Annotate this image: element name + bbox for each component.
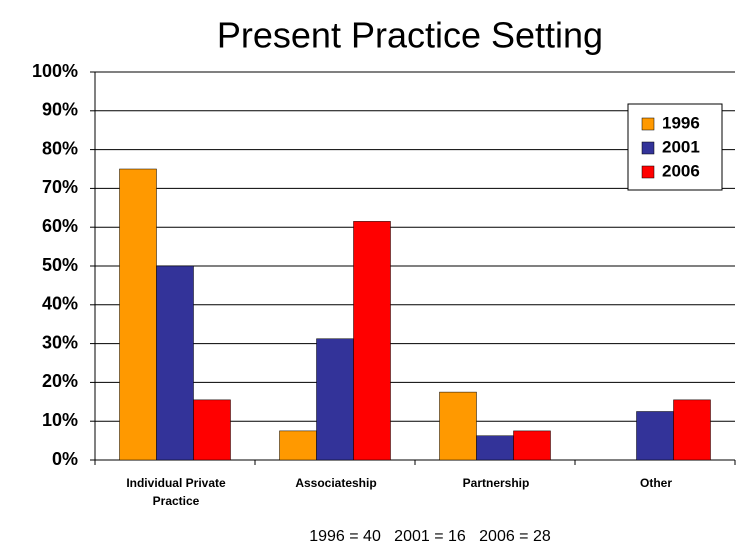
- chart-title: Present Practice Setting: [217, 15, 603, 56]
- legend-swatch: [641, 141, 655, 155]
- bar: [636, 411, 674, 461]
- y-tick-label: 100%: [32, 61, 78, 81]
- bar: [316, 338, 354, 461]
- bar: [353, 221, 391, 461]
- y-tick-label: 20%: [42, 371, 78, 391]
- bar: [476, 435, 514, 461]
- bar: [193, 399, 231, 461]
- bar: [119, 168, 157, 461]
- y-tick-label: 30%: [42, 332, 78, 352]
- y-tick-label: 50%: [42, 255, 78, 275]
- y-tick-label: 60%: [42, 216, 78, 236]
- legend-label: 2001: [662, 137, 700, 156]
- bar: [513, 430, 551, 461]
- legend-swatch: [641, 165, 655, 179]
- bar: [279, 430, 317, 461]
- y-tick-label: 0%: [52, 449, 78, 469]
- y-tick-label: 90%: [42, 100, 78, 120]
- x-tick-label: Individual Private Practice: [126, 476, 226, 508]
- y-tick-label: 80%: [42, 138, 78, 158]
- y-tick-label: 10%: [42, 410, 78, 430]
- bar: [673, 399, 711, 461]
- legend-swatch: [641, 117, 655, 131]
- legend-label: 2006: [662, 161, 700, 180]
- x-tick-label: Other: [639, 476, 672, 490]
- legend-label: 1996: [662, 113, 700, 132]
- y-tick-label: 70%: [42, 177, 78, 197]
- bar: [439, 391, 477, 461]
- bar: [156, 265, 194, 461]
- x-tick-label: Associateship: [295, 476, 377, 490]
- sample-size-note: 1996 = 40 2001 = 16 2006 = 28: [309, 528, 551, 545]
- x-tick-label: Partnership: [462, 476, 530, 490]
- y-tick-label: 40%: [42, 294, 78, 314]
